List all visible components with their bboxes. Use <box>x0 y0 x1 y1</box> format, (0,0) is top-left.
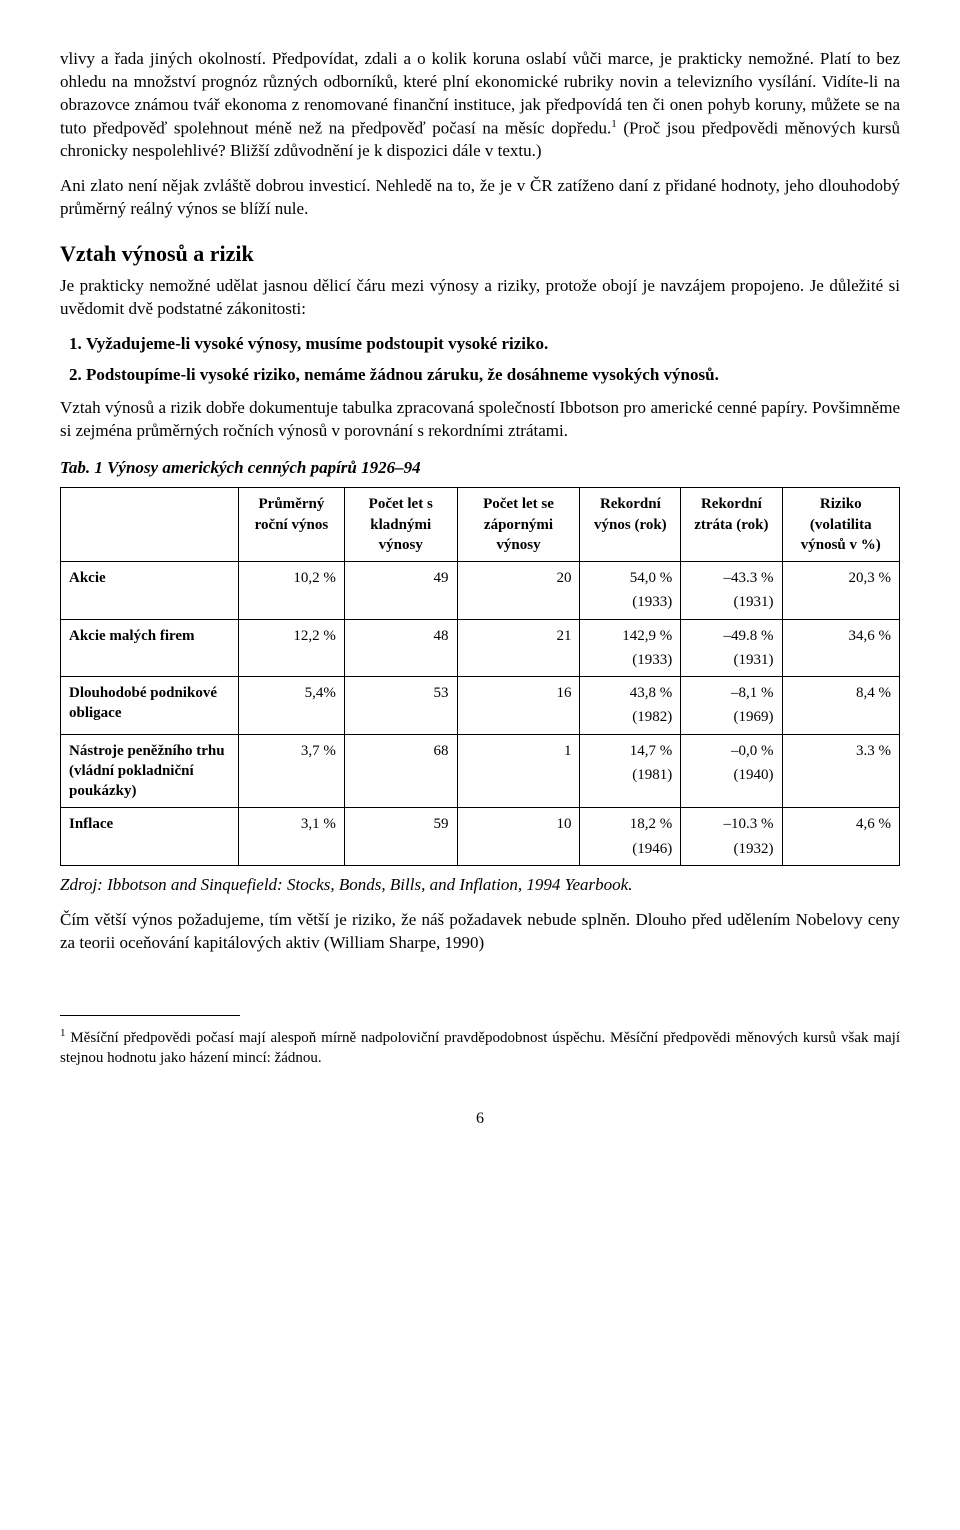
cell-neg: 10 <box>457 808 580 866</box>
table-source: Zdroj: Ibbotson and Sinquefield: Stocks,… <box>60 874 900 897</box>
th-neg-years: Počet let se zápornými výnosy <box>457 488 580 562</box>
cell-gain: 54,0 %(1933) <box>580 562 681 620</box>
th-label <box>61 488 239 562</box>
list-item-2: Podstoupíme-li vysoké riziko, nemáme žád… <box>86 364 900 387</box>
cell-gain: 18,2 %(1946) <box>580 808 681 866</box>
cell-neg: 20 <box>457 562 580 620</box>
paragraph-3: Je prakticky nemožné udělat jasnou dělic… <box>60 275 900 321</box>
footnote-1: 1 Měsíční předpovědi počasí mají alespoň… <box>60 1026 900 1069</box>
paragraph-4: Vztah výnosů a rizik dobře dokumentuje t… <box>60 397 900 443</box>
cell-avg: 3,1 % <box>238 808 344 866</box>
returns-table: Průměrný roční výnos Počet let s kladným… <box>60 487 900 866</box>
cell-avg: 10,2 % <box>238 562 344 620</box>
th-avg-return: Průměrný roční výnos <box>238 488 344 562</box>
cell-pos: 53 <box>344 677 457 735</box>
cell-pos: 49 <box>344 562 457 620</box>
cell-neg: 21 <box>457 619 580 677</box>
cell-risk: 8,4 % <box>782 677 899 735</box>
cell-gain: 14,7 %(1981) <box>580 734 681 808</box>
footnote-marker: 1 <box>60 1027 66 1039</box>
cell-loss: –43.3 %(1931) <box>681 562 782 620</box>
th-record-loss: Rekordní ztráta (rok) <box>681 488 782 562</box>
list-item-1: Vyžadujeme-li vysoké výnosy, musíme pods… <box>86 333 900 356</box>
table-row: Akcie10,2 %492054,0 %(1933)–43.3 %(1931)… <box>61 562 900 620</box>
paragraph-2: Ani zlato není nějak zvláště dobrou inve… <box>60 175 900 221</box>
cell-pos: 48 <box>344 619 457 677</box>
cell-pos: 59 <box>344 808 457 866</box>
table-row: Nástroje peněžního trhu (vládní pokladni… <box>61 734 900 808</box>
cell-loss: –8,1 %(1969) <box>681 677 782 735</box>
row-label: Inflace <box>61 808 239 866</box>
row-label: Nástroje peněžního trhu (vládní pokladni… <box>61 734 239 808</box>
cell-loss: –49.8 %(1931) <box>681 619 782 677</box>
cell-pos: 68 <box>344 734 457 808</box>
th-risk: Riziko (volatilita výnosů v %) <box>782 488 899 562</box>
table-caption: Tab. 1 Výnosy amerických cenných papírů … <box>60 457 900 480</box>
row-label: Dlouhodobé podnikové obligace <box>61 677 239 735</box>
cell-avg: 12,2 % <box>238 619 344 677</box>
cell-risk: 3.3 % <box>782 734 899 808</box>
cell-neg: 16 <box>457 677 580 735</box>
table-row: Akcie malých firem12,2 %4821142,9 %(1933… <box>61 619 900 677</box>
cell-gain: 142,9 %(1933) <box>580 619 681 677</box>
row-label: Akcie malých firem <box>61 619 239 677</box>
footnote-text: Měsíční předpovědi počasí mají alespoň m… <box>60 1030 900 1066</box>
cell-loss: –10.3 %(1932) <box>681 808 782 866</box>
table-header-row: Průměrný roční výnos Počet let s kladným… <box>61 488 900 562</box>
th-pos-years: Počet let s kladnými výnosy <box>344 488 457 562</box>
cell-avg: 5,4% <box>238 677 344 735</box>
cell-risk: 34,6 % <box>782 619 899 677</box>
paragraph-5: Čím větší výnos požadujeme, tím větší je… <box>60 909 900 955</box>
section-heading: Vztah výnosů a rizik <box>60 239 900 269</box>
table-row: Inflace3,1 %591018,2 %(1946)–10.3 %(1932… <box>61 808 900 866</box>
cell-gain: 43,8 %(1982) <box>580 677 681 735</box>
cell-avg: 3,7 % <box>238 734 344 808</box>
cell-risk: 20,3 % <box>782 562 899 620</box>
page-number: 6 <box>60 1108 900 1130</box>
table-row: Dlouhodobé podnikové obligace5,4%531643,… <box>61 677 900 735</box>
th-record-gain: Rekordní výnos (rok) <box>580 488 681 562</box>
paragraph-1: vlivy a řada jiných okolností. Předpovíd… <box>60 48 900 163</box>
footnote-separator <box>60 1015 240 1016</box>
cell-risk: 4,6 % <box>782 808 899 866</box>
cell-neg: 1 <box>457 734 580 808</box>
cell-loss: –0,0 %(1940) <box>681 734 782 808</box>
row-label: Akcie <box>61 562 239 620</box>
principles-list: Vyžadujeme-li vysoké výnosy, musíme pods… <box>60 333 900 387</box>
